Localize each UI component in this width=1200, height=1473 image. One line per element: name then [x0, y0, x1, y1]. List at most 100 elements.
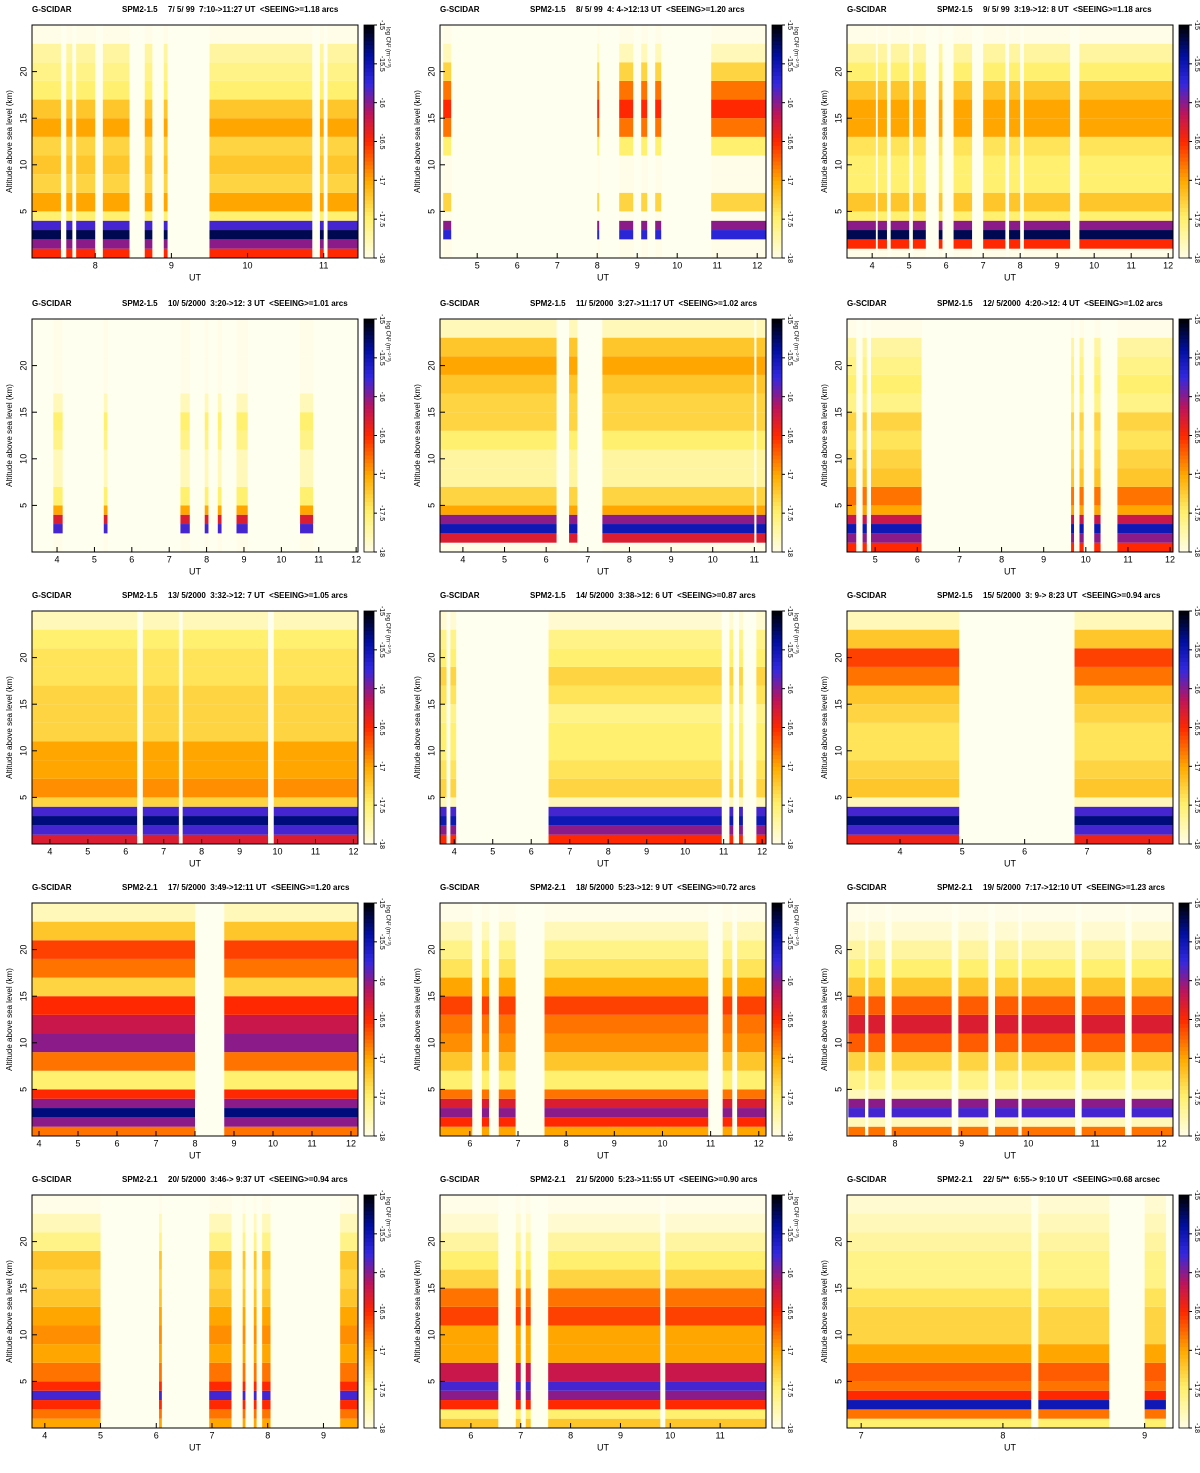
cell: [440, 1089, 472, 1098]
cell: [300, 543, 313, 552]
cell: [868, 978, 885, 997]
cell: [1038, 1419, 1109, 1428]
cell: [739, 807, 743, 816]
colorbar-step: [364, 755, 374, 759]
cell: [76, 155, 95, 174]
colorbar-step: [772, 911, 782, 915]
colorbar-step: [1179, 1105, 1189, 1109]
y-tick-label: 10: [833, 160, 843, 170]
cell: [499, 940, 516, 959]
cell: [443, 230, 451, 239]
cell: [729, 807, 733, 816]
cell: [847, 686, 959, 705]
cell: [482, 1117, 489, 1126]
cell: [1132, 1127, 1173, 1136]
colorbar-step: [1179, 412, 1189, 416]
cell: [440, 723, 447, 742]
cell: [983, 221, 1005, 230]
cell: [863, 515, 867, 524]
colorbar-step: [772, 766, 782, 770]
colorbar-step: [772, 1203, 782, 1207]
colorbar-step: [772, 176, 782, 180]
y-tick-label: 20: [426, 945, 436, 955]
colorbar-step: [1179, 420, 1189, 424]
colorbar-step: [364, 1199, 374, 1203]
cell: [602, 524, 754, 533]
colorbar-step: [364, 1385, 374, 1389]
cell: [300, 412, 313, 431]
cell: [440, 431, 557, 450]
cell: [1145, 1214, 1166, 1233]
x-tick-label: 10: [665, 1430, 675, 1440]
cell: [641, 239, 647, 248]
colorbar-step: [364, 661, 374, 665]
cell: [739, 704, 743, 723]
cell: [729, 816, 733, 825]
cell: [209, 100, 312, 119]
colorbar-step: [364, 817, 374, 821]
colorbar-step: [772, 48, 782, 52]
cell: [274, 797, 358, 806]
cell: [103, 118, 130, 137]
cell: [913, 100, 926, 119]
cell: [958, 1127, 988, 1136]
colorbar-step: [1179, 977, 1189, 981]
colorbar-step: [1179, 459, 1189, 463]
cell: [1075, 704, 1173, 723]
cell: [847, 779, 959, 798]
colorbar-label: log CN² (m⁻²ᐟ³): [384, 613, 391, 654]
cell: [891, 239, 910, 248]
colorbar-step: [364, 114, 374, 118]
cell: [847, 816, 959, 825]
panel: G-SCIDARSPM2-2.117/ 5/2000 3:49->12:11 U…: [5, 883, 391, 1160]
cell: [1009, 137, 1020, 156]
colorbar-step: [772, 1327, 782, 1331]
x-tick-label: 11: [719, 846, 728, 856]
colorbar-step: [1179, 1035, 1189, 1039]
cell: [1071, 431, 1074, 450]
colorbar-step: [772, 915, 782, 919]
cell: [440, 1419, 498, 1428]
cell: [847, 533, 856, 542]
cell: [159, 1214, 162, 1233]
cell: [847, 319, 856, 338]
cell: [737, 903, 766, 922]
instrument: SPM2-1.5: [122, 591, 158, 600]
colorbar-step: [772, 1051, 782, 1055]
cell: [847, 524, 856, 533]
panel: G-SCIDARSPM2-2.118/ 5/2000 5:23->12: 9 U…: [413, 883, 799, 1160]
colorbar-step: [772, 338, 782, 342]
cell: [954, 193, 973, 212]
colorbar-tick-label: -16.5: [786, 428, 793, 444]
cell: [878, 221, 887, 230]
colorbar-step: [364, 1230, 374, 1234]
cell: [209, 81, 312, 100]
colorbar-step: [772, 443, 782, 447]
cell: [913, 137, 926, 156]
cell: [145, 193, 153, 212]
cell: [602, 394, 754, 413]
colorbar-step: [772, 739, 782, 743]
colorbar-step: [364, 416, 374, 420]
colorbar-step: [772, 412, 782, 416]
colorbar-step: [772, 1023, 782, 1027]
cell: [665, 1381, 766, 1390]
colorbar-step: [772, 1385, 782, 1389]
colorbar-step: [772, 1012, 782, 1016]
cell: [104, 375, 108, 394]
cell: [723, 903, 733, 922]
colorbar-step: [364, 965, 374, 969]
cell: [711, 44, 766, 63]
cell: [262, 1232, 270, 1251]
colorbar-step: [772, 1292, 782, 1296]
colorbar-tick-label: -16: [378, 684, 385, 694]
cell: [729, 741, 733, 760]
cell: [183, 686, 268, 705]
colorbar-step: [772, 1222, 782, 1226]
cell: [274, 630, 358, 649]
cell: [218, 533, 222, 542]
cell: [868, 959, 885, 978]
panel: G-SCIDARSPM2-1.514/ 5/2000 3:38->12: 6 U…: [413, 591, 799, 868]
cell: [729, 686, 733, 705]
cell: [254, 1270, 257, 1289]
